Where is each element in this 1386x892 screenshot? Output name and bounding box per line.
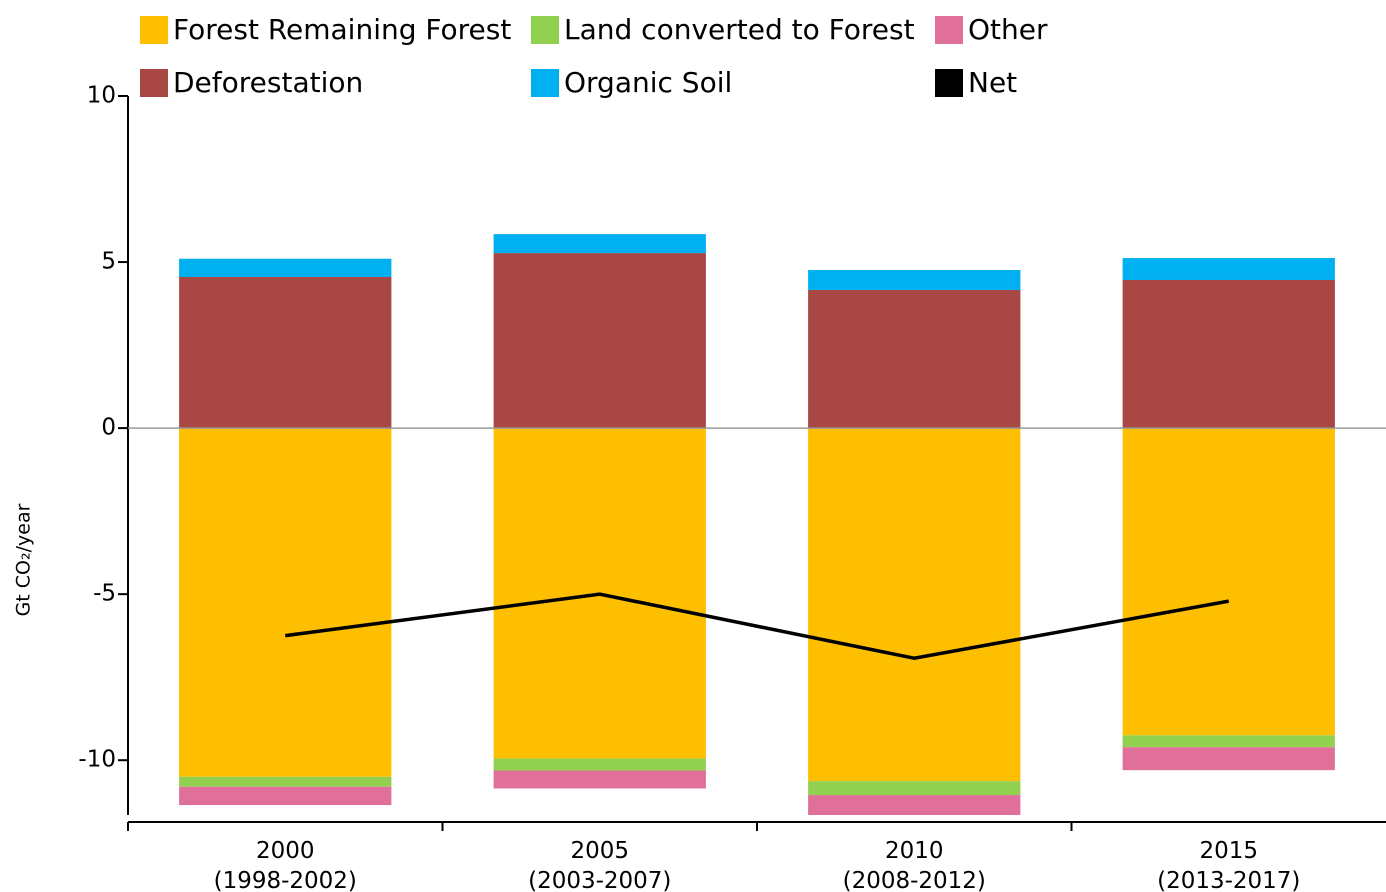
bar-segment xyxy=(179,776,392,787)
bar-segment xyxy=(808,781,1021,796)
bar-segment xyxy=(1122,428,1335,736)
y-axis-label: Gt CO₂/year xyxy=(13,503,35,616)
legend-swatch xyxy=(531,69,559,97)
x-tick-label: 2005 (2003-2007) xyxy=(528,838,672,892)
legend-swatch xyxy=(140,69,168,97)
bar-segment xyxy=(179,276,392,429)
y-tick-label: 0 xyxy=(101,415,116,441)
bar-segment xyxy=(1122,747,1335,771)
y-tick-label: -5 xyxy=(93,581,116,607)
legend-label: Land converted to Forest xyxy=(564,13,915,46)
bar-segment xyxy=(493,770,706,789)
legend-label: Organic Soil xyxy=(564,66,732,99)
bar-segment xyxy=(808,428,1021,782)
legend-label: Net xyxy=(968,66,1017,99)
bar-segment xyxy=(179,428,392,777)
legend-label: Other xyxy=(968,13,1048,46)
x-tick-label: 2000 (1998-2002) xyxy=(213,838,357,892)
net-line xyxy=(285,592,1230,661)
bar-segment xyxy=(1122,279,1335,429)
bar-segment xyxy=(1122,258,1335,280)
legend-swatch xyxy=(935,16,963,44)
legend-swatch xyxy=(531,16,559,44)
y-tick-label: 10 xyxy=(87,83,116,109)
bar-segment xyxy=(808,795,1021,815)
legend-label: Deforestation xyxy=(173,66,363,99)
legend-swatch xyxy=(140,16,168,44)
bar-segment xyxy=(1122,735,1335,748)
y-tick-label: -10 xyxy=(78,747,116,773)
bar-segment xyxy=(808,289,1021,429)
bar-segment xyxy=(179,786,392,806)
legend-label: Forest Remaining Forest xyxy=(173,13,511,46)
bar-segment xyxy=(493,253,706,429)
bar-segment xyxy=(179,258,392,277)
bar-segment xyxy=(493,234,706,254)
legend-swatch xyxy=(935,69,963,97)
x-tick-label: 2015 (2013-2017) xyxy=(1157,838,1301,892)
bar-segment xyxy=(493,758,706,771)
bar-segment xyxy=(808,270,1021,290)
x-tick-label: 2010 (2008-2012) xyxy=(842,838,986,892)
y-tick-label: 5 xyxy=(101,249,116,275)
